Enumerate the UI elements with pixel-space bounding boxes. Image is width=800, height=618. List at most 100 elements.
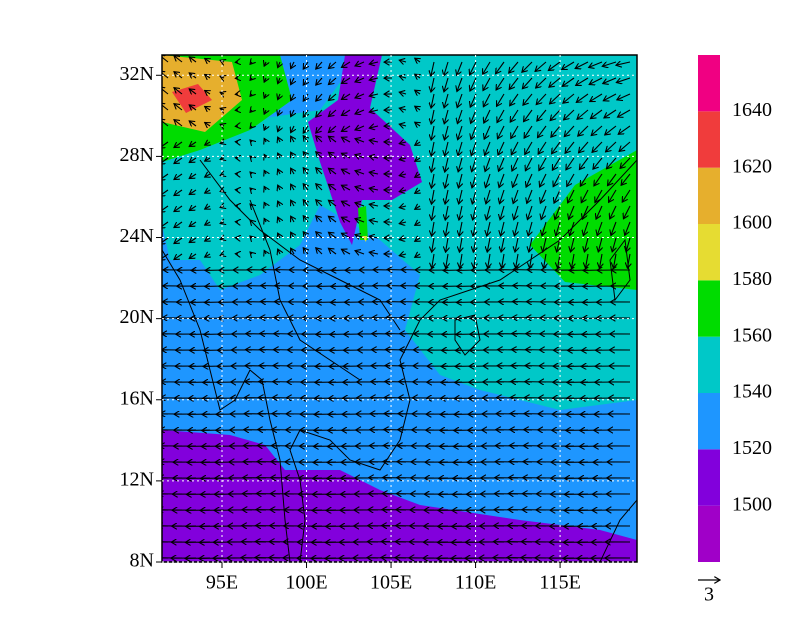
wind-arrow bbox=[316, 125, 323, 133]
wind-arrow bbox=[527, 189, 533, 203]
wind-arrow bbox=[459, 205, 462, 220]
wind-arrow bbox=[189, 158, 197, 162]
wind-arrow bbox=[500, 205, 504, 220]
wind-arrow bbox=[511, 125, 519, 138]
wind-arrow bbox=[415, 142, 420, 145]
wind-arrow bbox=[577, 109, 589, 119]
wind-arrow bbox=[527, 205, 533, 220]
wind-arrow bbox=[316, 136, 323, 143]
colorbar-label: 1540 bbox=[732, 381, 772, 403]
wind-arrow bbox=[445, 157, 448, 172]
colorbar-label: 1560 bbox=[732, 324, 772, 346]
wind-arrow bbox=[316, 232, 323, 239]
wind-arrow bbox=[328, 109, 337, 117]
wind-arrow bbox=[341, 185, 351, 190]
wind-arrow bbox=[525, 141, 533, 154]
wind-arrow bbox=[589, 77, 603, 85]
wind-arrow bbox=[220, 158, 224, 159]
wind-arrow bbox=[458, 141, 462, 156]
wind-arrow bbox=[496, 61, 505, 74]
wind-arrow bbox=[278, 217, 280, 222]
y-tick-label: 8N bbox=[130, 550, 154, 572]
wind-arrow bbox=[250, 188, 252, 190]
wind-arrow bbox=[189, 142, 197, 146]
wind-arrow bbox=[415, 122, 420, 126]
wind-arrow bbox=[162, 237, 169, 244]
wind-arrow bbox=[355, 155, 365, 158]
wind-arrow bbox=[623, 205, 631, 219]
wind-arrow bbox=[606, 141, 617, 152]
wind-arrow bbox=[415, 74, 420, 78]
wind-arrow bbox=[582, 205, 589, 219]
wind-arrow bbox=[205, 190, 210, 193]
wind-arrow bbox=[564, 125, 575, 137]
wind-arrow bbox=[369, 188, 379, 190]
wind-arrow bbox=[622, 189, 631, 202]
wind-arrow bbox=[537, 125, 547, 138]
wind-arrow bbox=[316, 184, 323, 191]
wind-arrow bbox=[303, 152, 308, 159]
wind-arrow bbox=[594, 173, 603, 186]
wind-arrow bbox=[487, 221, 490, 236]
wind-arrow bbox=[611, 221, 617, 235]
colorbar-band bbox=[698, 280, 720, 337]
wind-arrow bbox=[603, 77, 617, 84]
wind-arrow bbox=[512, 157, 519, 171]
y-tick-label: 28N bbox=[120, 144, 154, 166]
wind-arrow bbox=[432, 237, 434, 252]
wind-arrow bbox=[189, 89, 197, 94]
colorbar-band bbox=[698, 111, 720, 168]
wind-arrow bbox=[552, 157, 561, 170]
wind-arrow bbox=[415, 206, 420, 209]
wind-arrow bbox=[543, 237, 546, 252]
colorbar-band bbox=[698, 393, 720, 450]
wind-arrow bbox=[579, 157, 589, 170]
wind-arrow bbox=[291, 248, 294, 254]
wind-arrow bbox=[616, 62, 631, 65]
wind-arrow bbox=[444, 93, 448, 108]
wind-arrow bbox=[501, 221, 504, 236]
wind-arrow bbox=[369, 62, 379, 64]
wind-arrow bbox=[341, 169, 351, 174]
wind-arrow bbox=[522, 61, 533, 72]
wind-arrow bbox=[510, 109, 519, 122]
wind-arrow bbox=[250, 78, 252, 80]
wind-arrow bbox=[264, 218, 266, 222]
wind-arrow bbox=[550, 93, 561, 104]
wind-arrow bbox=[303, 184, 308, 191]
wind-arrow bbox=[205, 254, 210, 257]
wind-arrow bbox=[303, 232, 308, 239]
wind-arrow bbox=[557, 237, 560, 252]
wind-arrow bbox=[528, 221, 532, 236]
wind-arrow bbox=[278, 110, 280, 116]
wind-arrow bbox=[598, 237, 602, 252]
wind-arrow bbox=[341, 125, 351, 131]
border bbox=[199, 159, 401, 331]
wind-arrow bbox=[162, 103, 169, 111]
wind-arrow bbox=[460, 253, 462, 268]
wind-arrow bbox=[459, 237, 462, 252]
contour-region bbox=[308, 55, 422, 245]
wind-arrow bbox=[550, 109, 561, 121]
wind-arrow bbox=[278, 233, 280, 238]
colorbar-label: 1500 bbox=[732, 493, 772, 515]
contour-region bbox=[358, 206, 368, 240]
wind-arrow bbox=[341, 217, 351, 222]
vector-key-label: 3 bbox=[704, 584, 714, 606]
wind-arrow bbox=[174, 104, 183, 111]
wind-arrow bbox=[174, 141, 183, 148]
wind-arrow bbox=[162, 189, 169, 196]
wind-arrow bbox=[483, 93, 491, 107]
wind-arrow bbox=[536, 93, 547, 105]
wind-arrow bbox=[341, 137, 351, 142]
wind-arrow bbox=[316, 109, 323, 117]
wind-arrow bbox=[250, 220, 252, 222]
wind-arrow bbox=[514, 221, 518, 236]
wind-arrow bbox=[603, 93, 617, 101]
y-tick-label: 12N bbox=[120, 468, 154, 490]
wind-arrow bbox=[355, 126, 365, 130]
wind-arrow bbox=[470, 61, 477, 75]
wind-arrow bbox=[568, 189, 575, 203]
wind-arrow bbox=[415, 58, 420, 62]
wind-arrow bbox=[499, 173, 505, 187]
